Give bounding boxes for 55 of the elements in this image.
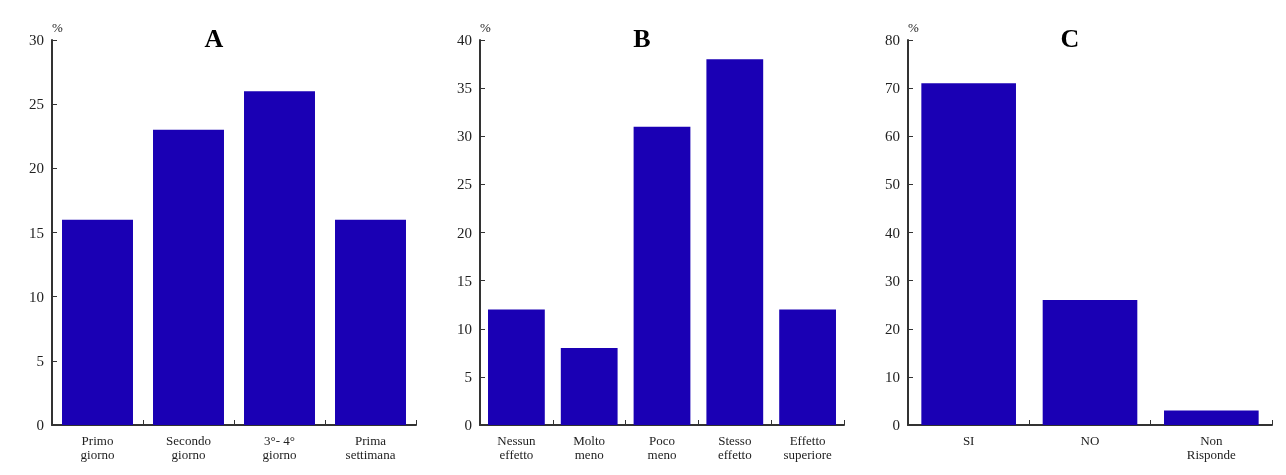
bar xyxy=(488,309,545,425)
y-tick-label: 20 xyxy=(457,224,472,241)
y-axis-title: % xyxy=(52,20,63,35)
y-tick-label: 20 xyxy=(29,160,44,177)
x-tick-label: Stesso effetto xyxy=(717,432,752,462)
y-tick-label: 20 xyxy=(885,320,900,337)
y-tick-label: 50 xyxy=(885,176,900,193)
x-tick-label: SI xyxy=(962,432,975,448)
x-tick-label: Prima settimana xyxy=(345,432,396,462)
y-tick-label: 5 xyxy=(36,352,44,369)
y-tick-label: 25 xyxy=(29,96,44,113)
x-tick-label: Nessun effetto xyxy=(497,432,537,462)
bar xyxy=(633,126,691,425)
y-tick-label: 0 xyxy=(892,417,900,433)
bar xyxy=(153,129,224,425)
y-tick-label: 25 xyxy=(457,176,472,193)
y-tick-label: 5 xyxy=(464,368,472,385)
y-tick-label: 10 xyxy=(885,368,900,385)
x-tick-label: Poco meno xyxy=(647,432,677,462)
y-tick-label: 10 xyxy=(457,320,472,337)
y-tick-label: 40 xyxy=(457,32,472,48)
bar xyxy=(244,91,315,425)
bar xyxy=(335,219,406,425)
x-tick-label: NO xyxy=(1080,432,1100,448)
y-tick-label: 60 xyxy=(885,128,900,145)
bar xyxy=(1042,299,1138,425)
y-tick-label: 80 xyxy=(885,32,900,48)
y-axis-title: % xyxy=(480,20,491,35)
y-tick-label: 15 xyxy=(29,224,44,241)
chart-title: C xyxy=(1060,23,1080,53)
y-tick-label: 40 xyxy=(885,224,900,241)
y-tick-label: 0 xyxy=(464,417,472,433)
chart-title: B xyxy=(633,23,651,53)
x-tick-label: Non Risponde xyxy=(1186,432,1237,462)
bar xyxy=(921,83,1016,425)
bar xyxy=(706,59,764,425)
bar xyxy=(779,309,836,425)
y-tick-label: 70 xyxy=(885,80,900,97)
bar xyxy=(560,348,618,425)
y-tick-label: 0 xyxy=(36,417,44,433)
x-tick-label: Secondo giorno xyxy=(166,432,211,462)
y-tick-label: 30 xyxy=(457,128,472,145)
y-tick-label: 15 xyxy=(457,272,472,289)
x-tick-label: Molto meno xyxy=(573,432,606,462)
x-tick-label: Primo giorno xyxy=(80,432,115,462)
bar xyxy=(1164,410,1259,425)
y-tick-label: 10 xyxy=(29,288,44,305)
bar xyxy=(62,219,133,425)
y-tick-label: 35 xyxy=(457,80,472,97)
x-tick-label: Effetto superiore xyxy=(783,432,833,462)
y-tick-label: 30 xyxy=(885,272,900,289)
y-axis-title: % xyxy=(908,20,919,35)
y-tick-label: 30 xyxy=(29,32,44,48)
x-tick-label: 3°- 4° giorno xyxy=(262,432,297,462)
chart-title: A xyxy=(204,23,224,53)
